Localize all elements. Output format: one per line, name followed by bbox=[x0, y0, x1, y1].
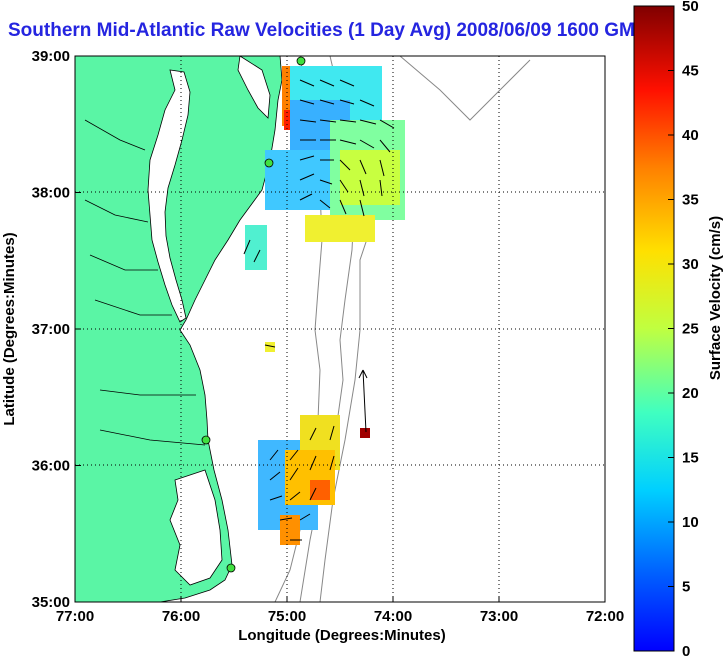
colorbar-tick-labels: 0 5 10 15 20 25 30 35 40 45 50 bbox=[668, 0, 699, 659]
velocity-vectors bbox=[243, 79, 395, 541]
colorbar-tick-label: 0 bbox=[682, 643, 690, 659]
x-tick-label: 72:00 bbox=[586, 608, 624, 625]
colorbar-tick-label: 45 bbox=[682, 63, 699, 80]
grid-lines bbox=[75, 56, 605, 602]
colorbar-tick-label: 40 bbox=[682, 127, 699, 144]
colorbar-tick-label: 50 bbox=[682, 0, 699, 15]
x-tick-label: 74:00 bbox=[374, 608, 412, 625]
y-tick-label: 39:00 bbox=[32, 48, 70, 65]
pamlico-sound bbox=[169, 469, 223, 586]
x-tick-label: 75:00 bbox=[268, 608, 306, 625]
chesapeake-bay bbox=[147, 69, 191, 323]
delaware-bay bbox=[237, 56, 271, 119]
colorbar-tick-label: 30 bbox=[682, 256, 699, 273]
x-tick-labels: 77:00 76:00 75:00 74:00 73:00 72:00 bbox=[56, 596, 624, 625]
colorbar-tick-label: 15 bbox=[682, 450, 699, 467]
velocity-patches bbox=[245, 66, 405, 545]
map-title: Southern Mid-Atlantic Raw Velocities (1 … bbox=[8, 20, 647, 41]
y-tick-label: 38:00 bbox=[32, 185, 70, 202]
radar-stations bbox=[201, 56, 306, 573]
x-tick-label: 77:00 bbox=[56, 608, 94, 625]
y-tick-label: 35:00 bbox=[32, 594, 70, 611]
y-tick-labels: 39:00 38:00 37:00 36:00 35:00 bbox=[32, 48, 81, 611]
colorbar-tick-label: 35 bbox=[682, 192, 699, 209]
y-tick-label: 37:00 bbox=[32, 321, 70, 338]
y-axis-label: Latitude (Degrees:Minutes) bbox=[1, 232, 18, 425]
x-axis-label: Longitude (Degrees:Minutes) bbox=[238, 627, 446, 644]
colorbar-tick-label: 5 bbox=[682, 579, 690, 596]
colorbar-label: Surface Velocity (cm/s) bbox=[707, 216, 724, 380]
y-tick-label: 36:00 bbox=[32, 458, 70, 475]
colorbar-tick-label: 10 bbox=[682, 514, 699, 531]
x-tick-label: 76:00 bbox=[162, 608, 200, 625]
x-tick-label: 73:00 bbox=[480, 608, 518, 625]
rivers bbox=[84, 119, 206, 446]
colorbar-tick-label: 25 bbox=[682, 321, 699, 338]
colorbar-tick-label: 20 bbox=[682, 385, 699, 402]
